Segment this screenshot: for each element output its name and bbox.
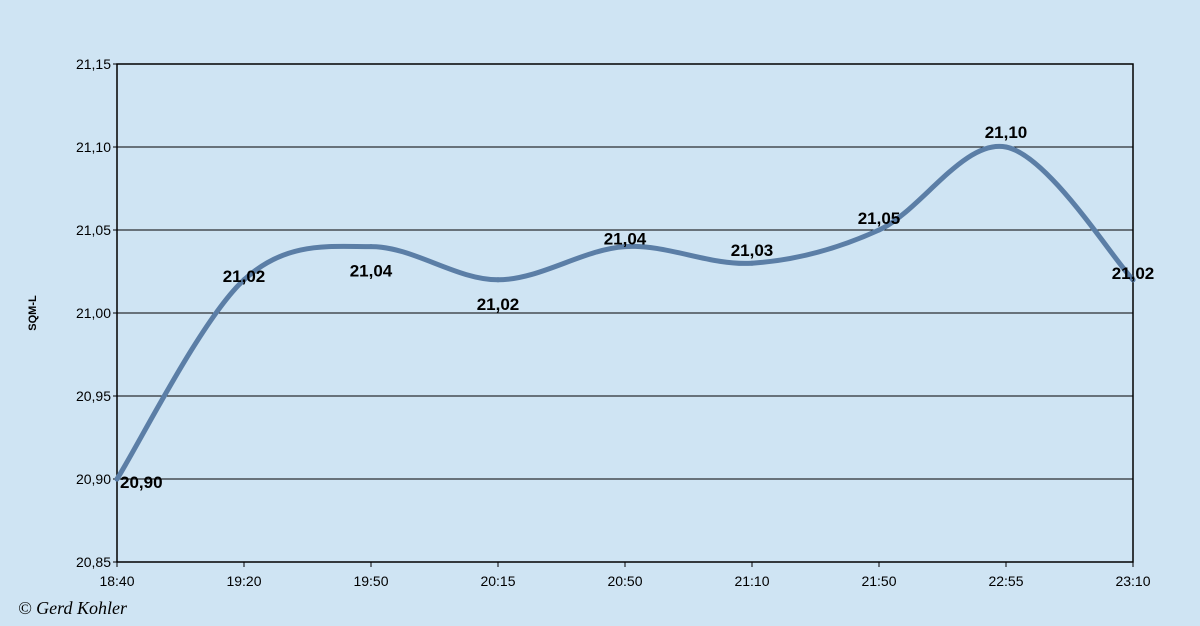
y-tick-label: 20,85 — [76, 554, 111, 570]
x-tick-label: 19:50 — [353, 573, 388, 589]
y-tick-label: 20,95 — [76, 388, 111, 404]
x-tick-label: 23:10 — [1115, 573, 1150, 589]
data-label: 21,04 — [350, 262, 393, 281]
y-tick-label: 21,15 — [76, 56, 111, 72]
data-label: 21,04 — [604, 230, 647, 249]
y-axis-label: SQM-L — [27, 295, 39, 331]
data-point — [241, 277, 247, 283]
data-point — [876, 227, 882, 233]
x-tick-label: 21:50 — [861, 573, 896, 589]
data-label: 21,10 — [985, 123, 1028, 142]
data-point — [749, 260, 755, 266]
x-tick-label: 20:15 — [480, 573, 515, 589]
y-tick-label: 20,90 — [76, 471, 111, 487]
data-point — [495, 277, 501, 283]
data-label: 21,05 — [858, 209, 901, 228]
copyright-notice: © Gerd Kohler — [18, 598, 128, 618]
y-tick-label: 21,05 — [76, 222, 111, 238]
data-point — [1130, 277, 1136, 283]
x-tick-label: 19:20 — [226, 573, 261, 589]
data-label: 21,02 — [223, 267, 266, 286]
data-point — [368, 244, 374, 250]
data-label: 21,02 — [1112, 264, 1155, 283]
y-tick-label: 21,10 — [76, 139, 111, 155]
data-point — [622, 244, 628, 250]
x-tick-label: 18:40 — [99, 573, 134, 589]
data-label: 21,03 — [731, 241, 774, 260]
data-point — [114, 476, 120, 482]
x-tick-label: 22:55 — [988, 573, 1023, 589]
x-tick-label: 20:50 — [607, 573, 642, 589]
data-label: 21,02 — [477, 295, 520, 314]
x-tick-label: 21:10 — [734, 573, 769, 589]
y-tick-label: 21,00 — [76, 305, 111, 321]
data-point — [1003, 144, 1009, 150]
data-label: 20,90 — [120, 473, 163, 492]
